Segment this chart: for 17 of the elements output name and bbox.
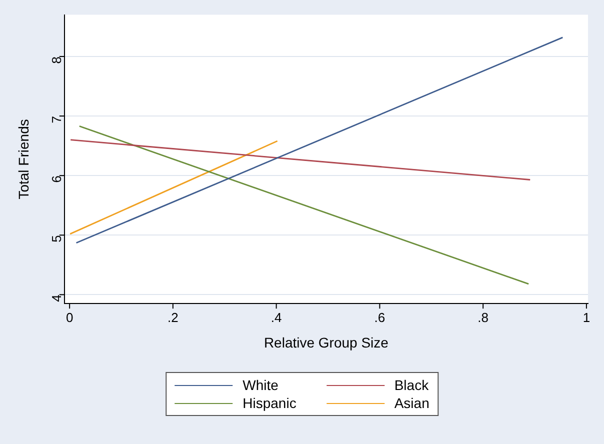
x-tick-label: 1 bbox=[582, 310, 590, 325]
y-axis-title: Total Friends bbox=[15, 119, 32, 200]
legend-label: Asian bbox=[394, 395, 430, 411]
x-tick-label: .4 bbox=[270, 310, 282, 325]
legend-label: Hispanic bbox=[242, 395, 296, 411]
y-tick-label: 8 bbox=[48, 56, 64, 64]
x-tick-label: 0 bbox=[66, 310, 74, 325]
x-tick-label: .2 bbox=[168, 310, 178, 325]
y-tick-label: 4 bbox=[48, 294, 64, 302]
x-tick-label: .6 bbox=[374, 310, 386, 325]
legend-label: White bbox=[242, 377, 278, 393]
y-tick-label: 7 bbox=[48, 116, 64, 124]
y-tick-label: 5 bbox=[48, 235, 64, 242]
x-tick-label: .8 bbox=[478, 310, 488, 325]
x-axis-title: Relative Group Size bbox=[264, 334, 389, 350]
legend-label: Black bbox=[394, 377, 429, 393]
y-tick-label: 6 bbox=[48, 176, 64, 183]
